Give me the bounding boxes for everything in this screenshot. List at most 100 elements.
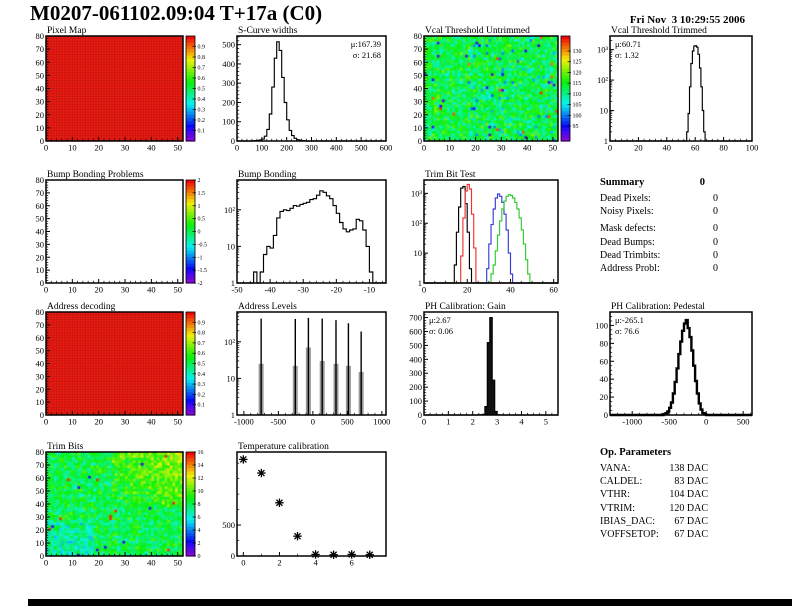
svg-text:0: 0: [418, 410, 422, 420]
svg-text:30: 30: [36, 97, 45, 107]
svg-text:40: 40: [36, 227, 45, 237]
op-param-value: 120 DAC: [669, 502, 708, 514]
svg-text:0: 0: [704, 417, 708, 427]
svg-text:30: 30: [121, 143, 129, 153]
svg-text:10: 10: [36, 123, 45, 133]
op-param-value: 67 DAC: [674, 529, 708, 541]
svg-text:0.1: 0.1: [198, 129, 206, 135]
op-param-value: 104 DAC: [669, 489, 708, 501]
svg-text:10: 10: [36, 538, 45, 548]
svg-text:80: 80: [414, 31, 423, 41]
svg-text:0: 0: [231, 136, 235, 146]
pixel_map-heatmap-cells: [46, 36, 183, 141]
svg-text:130: 130: [573, 49, 582, 55]
svg-text:70: 70: [36, 460, 45, 470]
address_decoding-heatmap-cells: [46, 312, 183, 415]
svg-text:0: 0: [235, 143, 239, 153]
svg-text:20: 20: [36, 525, 45, 535]
svg-text:0: 0: [40, 410, 44, 420]
svg-text:200: 200: [280, 143, 293, 153]
svg-text:20: 20: [600, 392, 609, 402]
svg-text:-1000: -1000: [622, 417, 642, 427]
svg-text:10: 10: [68, 417, 77, 427]
svg-text:Temperature calibration: Temperature calibration: [238, 442, 329, 452]
op-param-row: VANA: 138 DAC: [600, 462, 708, 475]
op-parameters-rows: VANA: 138 DAC CALDEL: 83 DAC VTHR: 104 DAC VTR…: [600, 462, 708, 541]
svg-text:Pixel Map: Pixel Map: [47, 26, 87, 36]
svg-text:600: 600: [409, 326, 422, 336]
svg-text:10: 10: [68, 285, 77, 295]
svg-text:80: 80: [36, 175, 45, 185]
summary-total: 0: [699, 177, 705, 188]
svg-text:20: 20: [36, 252, 45, 262]
chart-scurve-widths: S-Curve widths 0 100 200 300 400 500 600 0 100 200…: [218, 23, 392, 157]
op-param-label: CALDEL:: [600, 476, 643, 488]
svg-text:20: 20: [634, 143, 643, 153]
svg-text:μ:2.67: μ:2.67: [429, 315, 451, 325]
svg-text:10: 10: [36, 265, 45, 275]
svg-text:0: 0: [422, 285, 426, 295]
svg-text:0: 0: [608, 143, 612, 153]
svg-text:0.9: 0.9: [198, 45, 206, 51]
svg-text:0.3: 0.3: [198, 382, 206, 388]
page-bottom-border: [28, 599, 792, 606]
svg-text:500: 500: [737, 417, 750, 427]
svg-text:-2: -2: [198, 281, 203, 287]
svg-text:4: 4: [198, 528, 201, 534]
summary-header: Summary 0: [600, 177, 705, 188]
svg-text:500: 500: [341, 417, 354, 427]
svg-text:115: 115: [573, 81, 582, 87]
chart-address-decoding: Address decoding 0 10 20 30 40 50 0 10 20 30 40 50 60…: [27, 299, 209, 431]
svg-text:0: 0: [198, 554, 201, 560]
svg-text:300: 300: [222, 78, 235, 88]
svg-text:σ: 76.6: σ: 76.6: [615, 326, 639, 336]
svg-text:100: 100: [222, 117, 235, 127]
svg-text:50: 50: [173, 558, 182, 568]
svg-text:-1: -1: [198, 255, 203, 261]
svg-text:40: 40: [36, 359, 45, 369]
svg-text:1: 1: [198, 204, 201, 210]
svg-text:4: 4: [313, 558, 318, 568]
svg-text:0.3: 0.3: [198, 108, 206, 114]
svg-text:-10: -10: [364, 285, 375, 295]
svg-text:6: 6: [350, 558, 354, 568]
svg-text:10²: 10²: [224, 205, 236, 215]
svg-text:0: 0: [604, 410, 608, 420]
svg-text:30: 30: [36, 239, 45, 249]
svg-text:0.5: 0.5: [198, 217, 206, 223]
svg-text:0: 0: [40, 278, 44, 288]
svg-text:5: 5: [544, 417, 548, 427]
svg-text:-500: -500: [271, 417, 287, 427]
svg-text:60: 60: [36, 201, 45, 211]
svg-text:20: 20: [94, 558, 103, 568]
svg-text:110: 110: [573, 92, 582, 98]
svg-text:Bump Bonding: Bump Bonding: [238, 170, 297, 180]
summary-label: Noisy Pixels:: [600, 206, 654, 218]
chart-bump-bonding: Bump Bonding -50 -40 -30 -20 -10 1 10 10²: [218, 167, 390, 299]
svg-text:Trim Bits: Trim Bits: [47, 442, 84, 452]
svg-text:20: 20: [94, 285, 103, 295]
svg-text:-40: -40: [264, 285, 275, 295]
svg-text:100: 100: [746, 143, 759, 153]
svg-text:1: 1: [231, 410, 235, 420]
svg-text:100: 100: [573, 113, 582, 119]
svg-text:300: 300: [409, 368, 422, 378]
svg-text:70: 70: [414, 44, 423, 54]
svg-text:0: 0: [44, 285, 48, 295]
svg-text:10: 10: [600, 106, 609, 116]
summary-row: Noisy Pixels: 0: [600, 205, 718, 218]
op-param-value: 83 DAC: [674, 476, 708, 488]
svg-text:0.8: 0.8: [198, 55, 206, 61]
svg-text:2: 2: [471, 417, 475, 427]
summary-rows: Dead Pixels: 0 Noisy Pixels: 0 Mask defects:…: [600, 192, 718, 275]
op-param-label: VTRIM:: [600, 502, 635, 514]
svg-text:10²: 10²: [411, 218, 423, 228]
svg-text:20: 20: [414, 110, 423, 120]
trim_bits-heatmap-cells: [46, 452, 183, 556]
svg-text:10: 10: [227, 241, 236, 251]
svg-text:20: 20: [94, 143, 103, 153]
summary-label: Mask defects:: [600, 223, 656, 235]
svg-text:Vcal Threshold Untrimmed: Vcal Threshold Untrimmed: [425, 26, 530, 36]
svg-text:10: 10: [36, 397, 45, 407]
svg-text:20: 20: [36, 384, 45, 394]
